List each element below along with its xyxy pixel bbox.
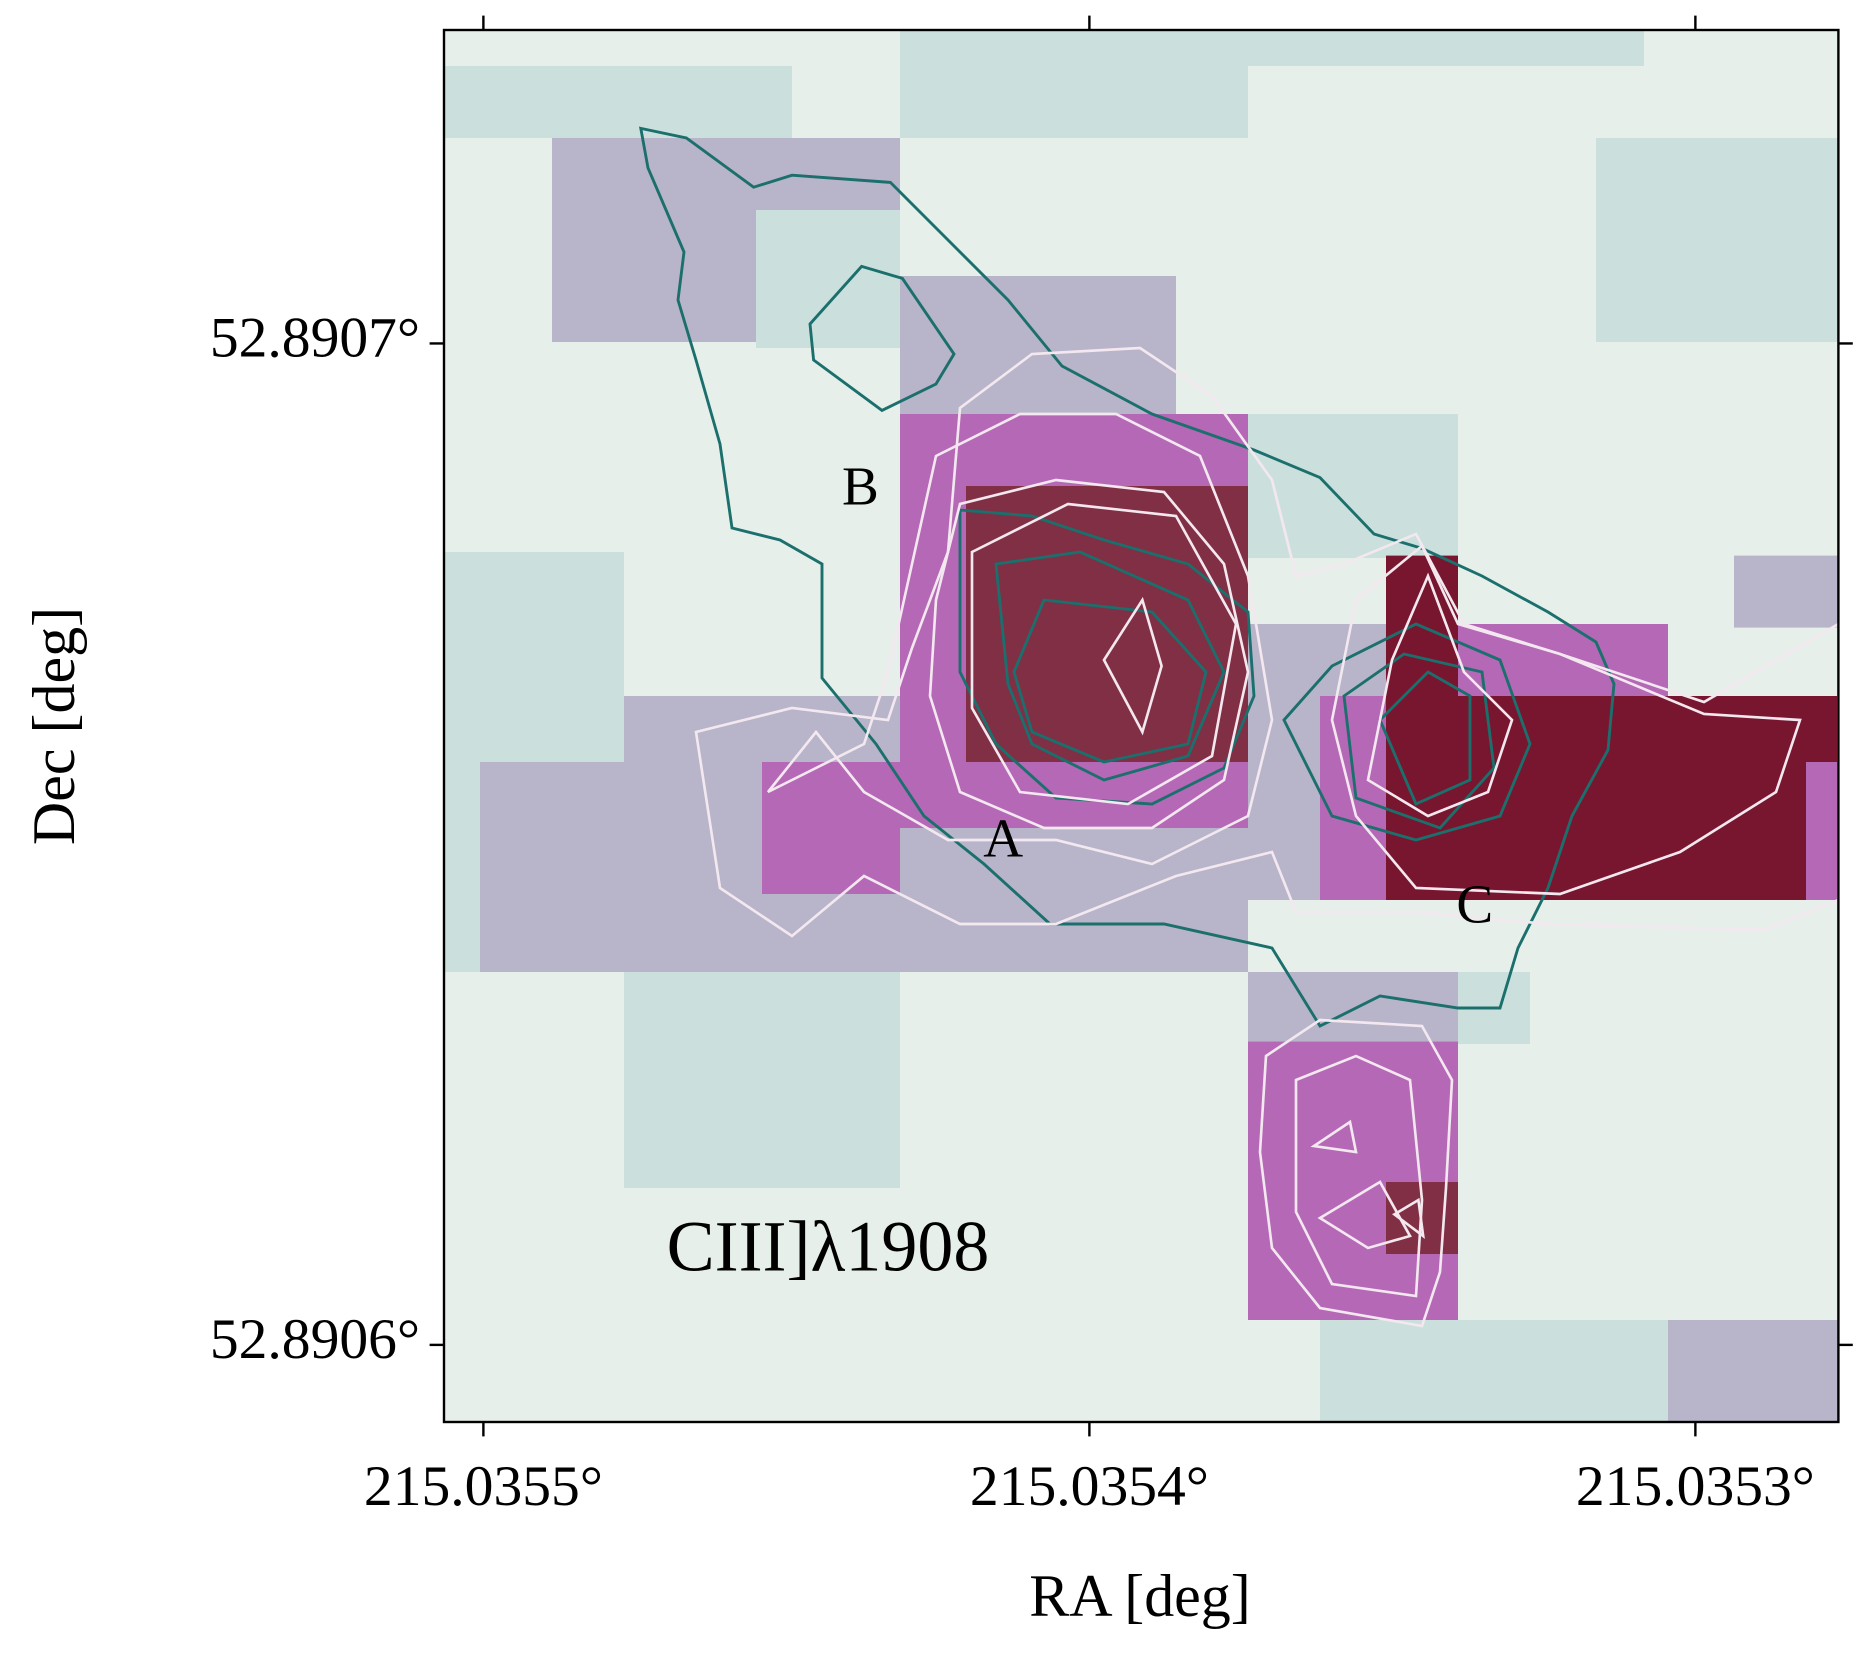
chart-title: CIII]λ1908 <box>667 1207 990 1287</box>
y-tick-label: 52.8906° <box>210 1308 420 1371</box>
x-axis-label: RA [deg] <box>1029 1563 1251 1629</box>
plot-frame <box>442 28 1840 1424</box>
y-axis-label: Dec [deg] <box>21 607 87 845</box>
x-tick-label: 215.0353° <box>1576 1455 1815 1518</box>
label-c: C <box>1456 873 1493 934</box>
label-b: B <box>842 456 879 517</box>
emission-map <box>443 30 1839 1422</box>
x-tick-label: 215.0355° <box>364 1455 603 1518</box>
x-tick-label: 215.0354° <box>970 1455 1209 1518</box>
y-tick-label: 52.8907° <box>210 307 420 370</box>
label-a: A <box>983 807 1023 868</box>
